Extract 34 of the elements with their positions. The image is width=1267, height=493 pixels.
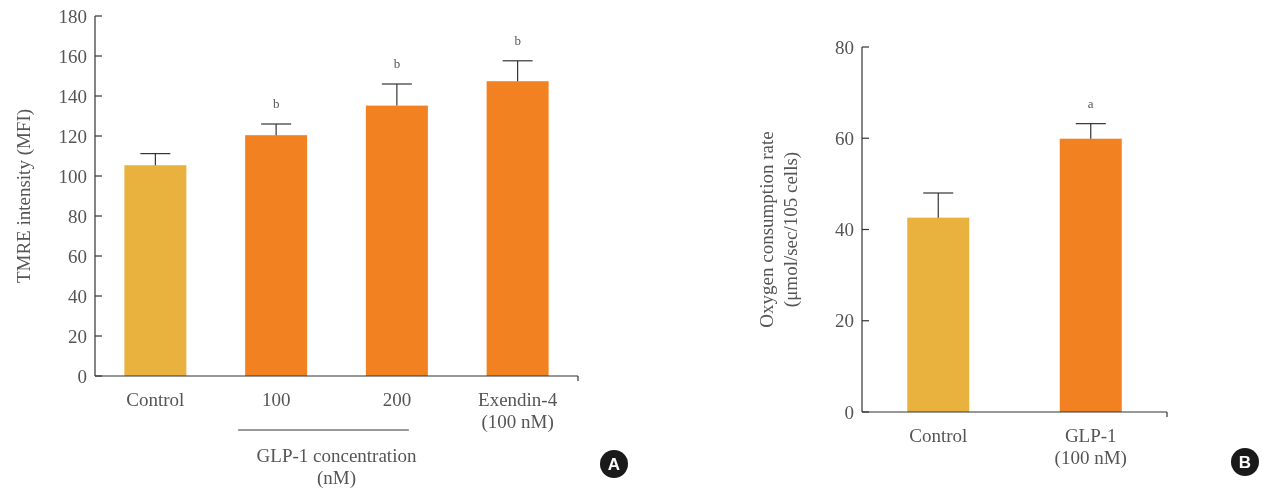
y-tick-label: 0 bbox=[77, 365, 87, 387]
annotation: b bbox=[393, 56, 401, 71]
annotation: b bbox=[514, 32, 521, 48]
y-tick-label: 100 bbox=[58, 165, 87, 187]
y-tick-label: 160 bbox=[58, 45, 87, 67]
y-tick-label: 0 bbox=[844, 401, 854, 423]
bar bbox=[124, 165, 187, 376]
x-tick-label: GLP-1 (100 nM) bbox=[1054, 425, 1127, 469]
bar bbox=[486, 81, 549, 376]
circle-badge: B bbox=[1231, 448, 1259, 476]
y-tick-label: 40 bbox=[68, 285, 87, 307]
y-tick-label: 80 bbox=[835, 36, 854, 58]
x-tick-label: Control bbox=[909, 425, 968, 446]
y-tick-label: 140 bbox=[58, 85, 87, 107]
y-tick-label: 80 bbox=[68, 205, 87, 227]
x-tick-label: Control bbox=[126, 389, 185, 410]
y-axis-title: TMRE intensity (MFI) bbox=[13, 108, 35, 284]
y-tick-label: 60 bbox=[835, 127, 854, 149]
bar bbox=[245, 135, 308, 376]
y-tick-label: 40 bbox=[835, 219, 854, 241]
y-tick-label: 180 bbox=[58, 5, 87, 27]
bar bbox=[365, 105, 428, 376]
y-tick-label: 120 bbox=[58, 125, 87, 147]
annotation: a bbox=[1087, 95, 1094, 111]
y-axis-title: Oxygen consumption rate (μmol/sec/105 cells) bbox=[756, 131, 802, 328]
x-tick-label: 200 bbox=[382, 389, 412, 410]
y-tick-label: 20 bbox=[835, 310, 854, 332]
x-axis-title: GLP-1 concentration (nM) bbox=[256, 445, 417, 489]
y-tick-label: 60 bbox=[68, 245, 87, 267]
circle-badge: A bbox=[600, 450, 628, 478]
x-tick-label: Exendin-4 (100 nM) bbox=[478, 389, 558, 433]
annotation: b bbox=[272, 96, 280, 111]
y-tick-label: 20 bbox=[68, 325, 87, 347]
x-tick-label: 100 bbox=[261, 389, 291, 410]
